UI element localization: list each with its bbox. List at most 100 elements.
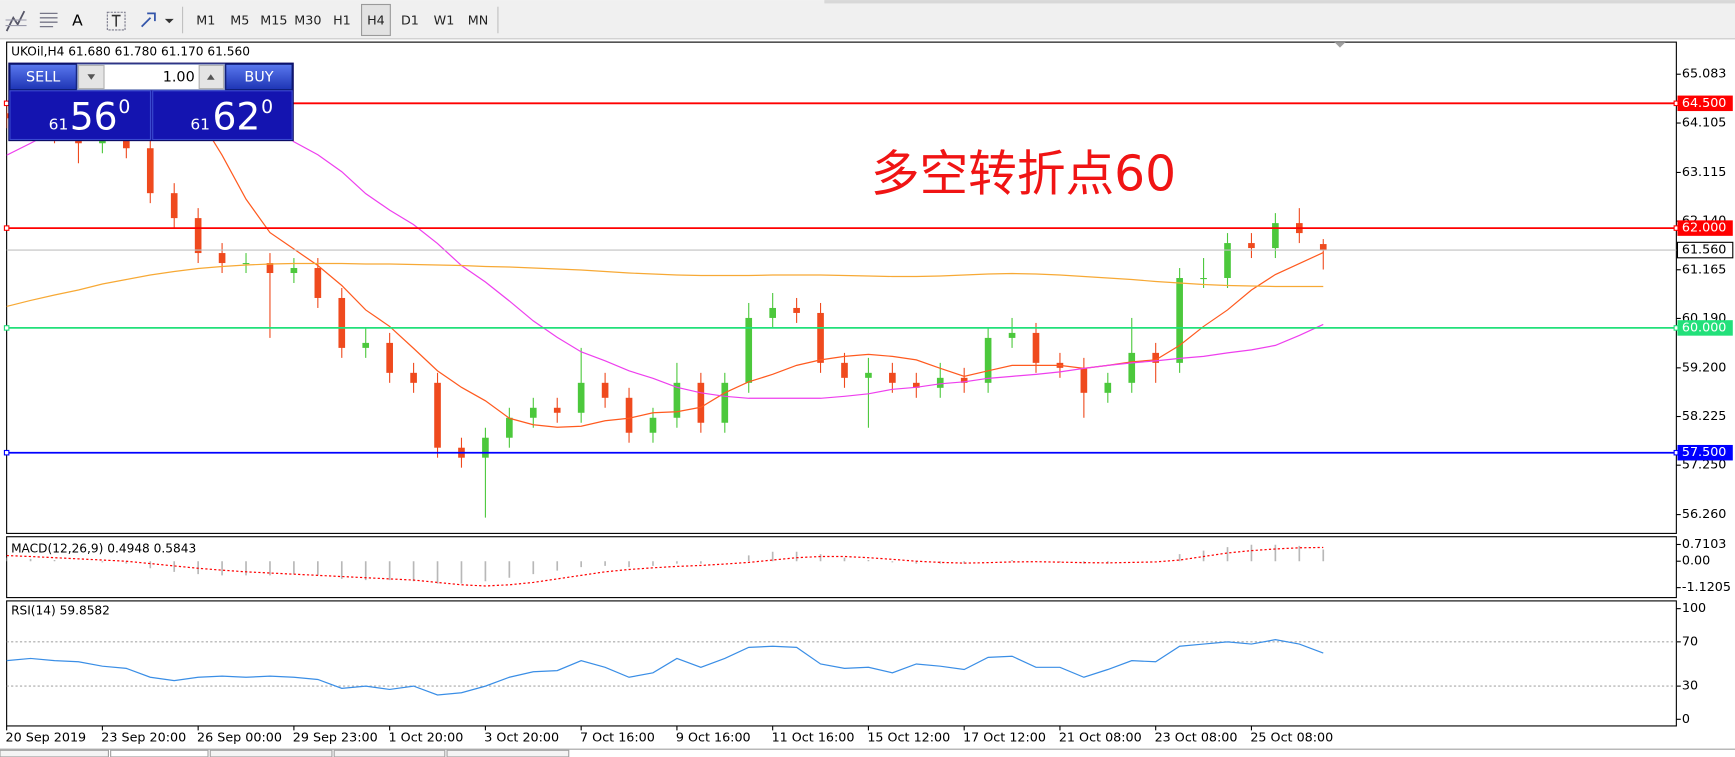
y-tick-label: 70 (1682, 633, 1698, 648)
candle-body (506, 417, 513, 438)
timeframe-button[interactable]: M1 (196, 13, 215, 28)
line-handle[interactable] (3, 325, 10, 331)
tab[interactable] (446, 749, 570, 757)
sell-fraction[interactable]: 0 (118, 97, 130, 118)
candle-body (697, 382, 705, 423)
candle-body (242, 263, 250, 265)
y-tick-label: 58.225 (1682, 408, 1727, 423)
y-tick-label: -1.1205 (1682, 579, 1731, 594)
x-tick-label: 11 Oct 16:00 (772, 730, 855, 745)
candle-body (1200, 278, 1207, 280)
sell-button[interactable]: SELL (9, 63, 77, 91)
buy-pips[interactable]: 62 (212, 95, 260, 139)
y-tick-label: 0.7103 (1682, 536, 1727, 551)
candle-body (553, 407, 561, 413)
x-tick-label: 29 Sep 23:00 (293, 730, 378, 745)
candle-body (1080, 367, 1088, 393)
x-tick-label: 26 Sep 00:00 (197, 730, 282, 745)
candle-body (434, 382, 441, 448)
y-tick-label: 63.115 (1682, 164, 1727, 179)
timeframe-button[interactable]: H4 (367, 13, 385, 28)
candle-body (1176, 278, 1183, 363)
indicator-line (6, 262, 1324, 308)
macd-panel (6, 536, 1677, 599)
level-label: 64.500 (1682, 95, 1727, 110)
x-tick-label: 9 Oct 16:00 (676, 730, 751, 745)
candle-body (625, 397, 633, 433)
lot-value[interactable]: 1.00 (163, 70, 195, 86)
tab[interactable] (333, 749, 446, 757)
tab[interactable] (0, 749, 109, 757)
buy-button[interactable]: BUY (225, 63, 293, 91)
panel-title: MACD(12,26,9) 0.4948 0.5843 (11, 541, 196, 555)
toolbar: A M1 M5 M15 M30 H1 H4 D1 W1 MN (0, 0, 1735, 40)
buy-fraction[interactable]: 0 (261, 97, 273, 118)
sell-price[interactable]: 61 56 0 (9, 90, 152, 141)
candle-body (673, 382, 681, 418)
panel-plot (6, 639, 1677, 696)
x-tick-label: 15 Oct 12:00 (867, 730, 950, 745)
x-tick-label: 21 Oct 08:00 (1059, 730, 1142, 745)
tab[interactable] (209, 749, 333, 757)
x-tick-label: 23 Sep 20:00 (101, 730, 186, 745)
candle-body (529, 407, 537, 418)
line-handle[interactable] (3, 449, 10, 456)
tab[interactable] (110, 749, 209, 757)
text-tool[interactable]: A (72, 12, 83, 30)
candle-body (1272, 223, 1279, 249)
template-icon[interactable] (39, 12, 58, 28)
timeframe-button[interactable]: M30 (294, 13, 321, 28)
candle-body (745, 317, 753, 383)
y-tick-label: 100 (1682, 600, 1706, 615)
timeframe-button[interactable]: M15 (260, 13, 287, 28)
sell-pips[interactable]: 56 (70, 95, 118, 139)
sell-label[interactable]: SELL (26, 70, 60, 86)
candle-body (721, 382, 729, 423)
buy-price[interactable]: 61 62 0 (152, 90, 293, 141)
level-label: 60.000 (1682, 319, 1727, 334)
x-tick-label: 1 Oct 20:00 (389, 730, 464, 745)
timeframe-button[interactable]: W1 (434, 13, 455, 28)
chart-shift-marker[interactable] (1334, 42, 1346, 48)
timeframe-button[interactable]: M5 (230, 13, 249, 28)
candle-body (1152, 352, 1160, 363)
lot-input[interactable]: 1.00 (76, 63, 226, 91)
x-tick-label: 17 Oct 12:00 (963, 730, 1046, 745)
buy-label[interactable]: BUY (244, 70, 273, 86)
timeframe-button[interactable]: D1 (401, 13, 419, 28)
y-tick-label: 0 (1682, 711, 1690, 726)
sell-big-figure[interactable]: 61 (49, 116, 69, 134)
candle-body (601, 382, 609, 398)
level-label-box (1677, 320, 1733, 336)
chart-tool-icon[interactable] (5, 10, 27, 32)
x-tick-label: 20 Sep 2019 (6, 730, 87, 745)
level-label-box (1677, 95, 1733, 112)
y-tick-label: 59.200 (1682, 359, 1727, 374)
candle-body (1128, 352, 1136, 383)
candle-body (1248, 243, 1255, 249)
buy-big-figure[interactable]: 61 (190, 116, 210, 134)
line-handle[interactable] (3, 100, 10, 107)
timeframe-button[interactable]: H1 (333, 13, 351, 28)
y-tick-label: 56.260 (1682, 506, 1727, 521)
line-handle[interactable] (3, 225, 10, 231)
indicator-line (6, 546, 1324, 587)
candle-body (146, 148, 154, 194)
candle-body (960, 377, 968, 383)
current-price-box (1676, 241, 1734, 259)
x-tick-label: 25 Oct 08:00 (1250, 730, 1333, 745)
candle-body (1032, 332, 1040, 363)
arrows-icon[interactable] (141, 12, 174, 28)
candle-body (338, 297, 346, 348)
candle-body (817, 312, 824, 363)
annotation: 多空转折点60 (871, 146, 1176, 202)
candle-body (410, 372, 417, 383)
candle-body (266, 263, 274, 274)
x-tick-label: 7 Oct 16:00 (580, 730, 655, 745)
candle-body (1224, 243, 1231, 279)
text-label-icon[interactable] (106, 11, 126, 31)
level-label-box (1677, 444, 1733, 461)
active-timeframe[interactable] (360, 3, 391, 37)
timeframe-button[interactable]: MN (468, 13, 489, 28)
